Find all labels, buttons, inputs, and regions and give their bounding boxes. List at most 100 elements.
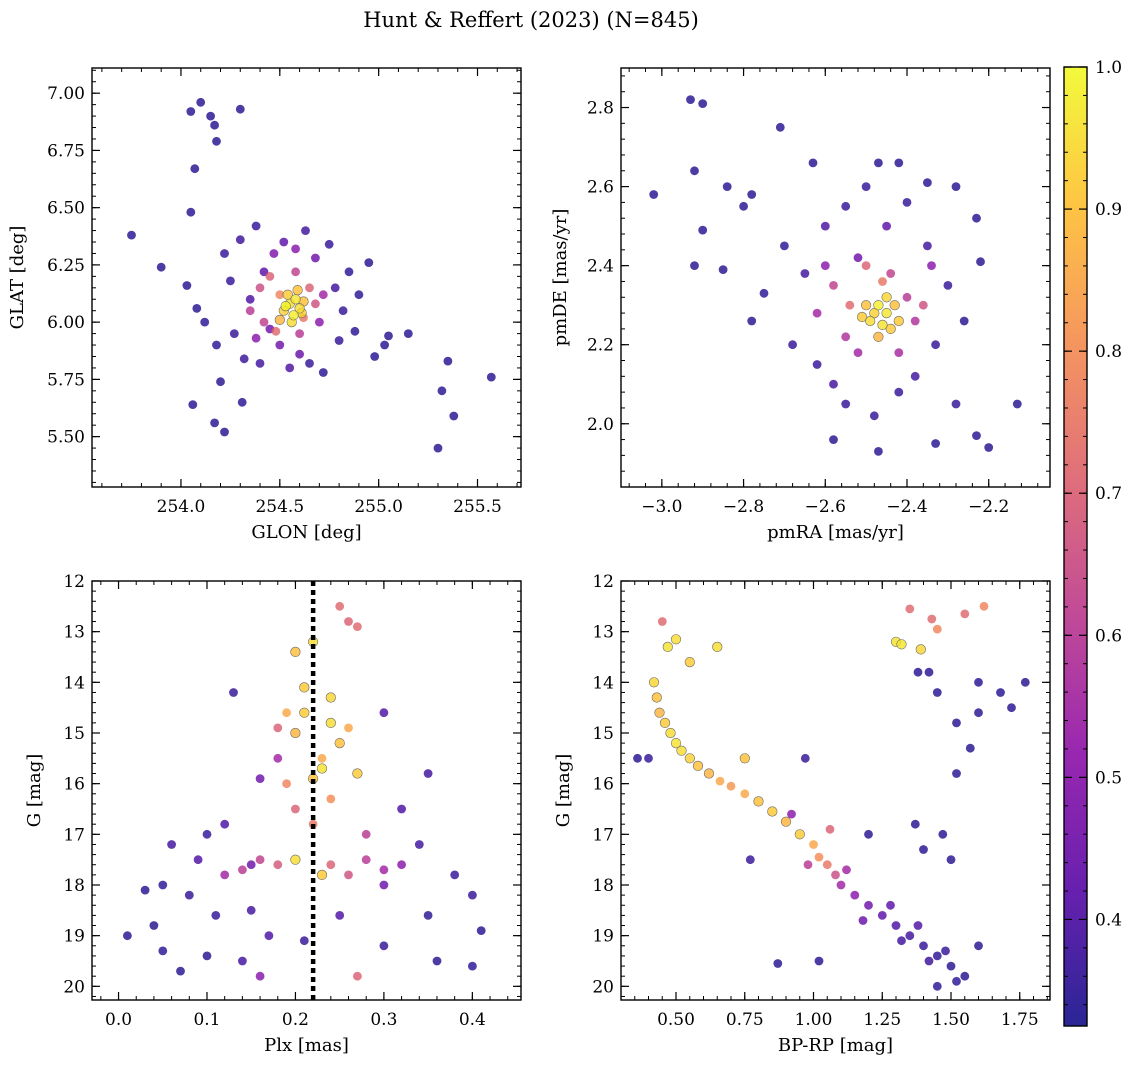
y-tick-label: 12: [63, 572, 85, 592]
data-point: [449, 411, 459, 421]
data-point: [946, 855, 956, 865]
data-point: [946, 961, 956, 971]
data-point: [220, 249, 229, 258]
data-point: [324, 239, 334, 249]
data-point: [305, 359, 314, 368]
data-point: [220, 427, 229, 437]
data-point: [654, 707, 665, 718]
data-point: [295, 329, 304, 338]
colorbar: 0.4 0.5 0.6 0.7 0.8 0.9 1.0: [1063, 58, 1122, 1027]
data-point: [882, 221, 891, 231]
y-tick-label: 14: [592, 673, 614, 693]
data-point: [952, 769, 961, 778]
proper-motion-panel: −3.0 −2.8 −2.6 −2.4 −2.2 2.0 2.2 2.4 2.6 2.8 pmRA …: [550, 67, 1051, 543]
data-point: [335, 911, 345, 920]
data-point: [384, 331, 393, 341]
y-tick-label: 15: [63, 724, 85, 744]
data-point: [315, 317, 324, 327]
data-point: [361, 855, 371, 865]
data-point: [216, 377, 225, 387]
colorbar-tick-label: 0.7: [1095, 484, 1122, 504]
data-point: [902, 198, 912, 207]
data-point: [808, 158, 818, 168]
data-point: [206, 111, 216, 121]
y-tick-label: 20: [63, 977, 85, 997]
data-point: [450, 870, 460, 880]
data-point: [864, 900, 873, 910]
data-point: [659, 717, 671, 729]
data-point: [433, 443, 443, 453]
data-point: [290, 854, 301, 865]
data-point: [874, 447, 883, 456]
data-point: [670, 737, 682, 749]
data-point: [979, 601, 989, 611]
data-point: [910, 819, 920, 829]
x-tick-label: 0.50: [657, 1010, 695, 1030]
x-tick-label: −2.2: [968, 497, 1009, 517]
data-point: [841, 399, 851, 409]
data-point: [156, 262, 166, 272]
data-point: [246, 905, 256, 915]
x-axis-label: pmRA [mas/yr]: [767, 522, 904, 543]
data-point: [370, 352, 380, 361]
data-point: [698, 225, 708, 235]
data-point: [932, 951, 942, 961]
data-point: [865, 315, 876, 327]
data-point: [379, 708, 389, 718]
data-point: [290, 727, 301, 739]
data-point: [291, 267, 300, 277]
data-point: [379, 880, 389, 890]
data-point: [747, 316, 757, 326]
data-point: [873, 331, 884, 342]
data-point: [952, 976, 961, 986]
data-point: [423, 911, 433, 920]
data-point: [202, 951, 212, 961]
data-point: [259, 317, 269, 327]
data-point: [889, 300, 900, 311]
data-point: [251, 333, 261, 343]
data-point: [468, 961, 477, 971]
color-magnitude-panel: 0.50 0.75 1.00 1.25 1.50 1.75 12 13 14 15 16 17 18 19…: [553, 572, 1051, 1056]
data-point: [960, 971, 970, 981]
data-point: [845, 300, 855, 310]
data-point: [123, 931, 132, 941]
data-point: [692, 760, 704, 772]
data-point: [275, 340, 285, 350]
y-tick-label: 12: [592, 572, 614, 592]
data-point: [334, 737, 345, 749]
data-point: [291, 804, 300, 814]
data-point: [1007, 703, 1016, 713]
data-point: [344, 870, 353, 880]
axes-frame: [91, 580, 522, 1001]
data-point: [292, 285, 303, 296]
x-tick-label: −2.8: [723, 497, 764, 517]
data-point: [246, 860, 256, 870]
y-tick-label: 19: [63, 927, 85, 947]
data-point: [886, 269, 896, 278]
data-point: [809, 840, 818, 849]
data-point: [690, 261, 699, 270]
x-tick-label: 1.00: [795, 1010, 833, 1030]
data-point: [649, 190, 659, 199]
data-point: [226, 276, 235, 286]
data-point: [803, 860, 813, 870]
data-point: [353, 971, 362, 981]
x-tick-label: 0.2: [282, 1010, 309, 1030]
data-point: [200, 317, 210, 327]
data-point: [686, 95, 695, 104]
data-point: [326, 860, 336, 870]
data-point: [361, 829, 371, 839]
y-tick-label: 18: [63, 876, 85, 896]
x-tick-label: −2.6: [805, 497, 846, 517]
data-point: [881, 308, 892, 319]
data-point: [881, 292, 892, 303]
y-tick-label: 19: [592, 927, 614, 947]
data-point: [841, 201, 851, 211]
data-point: [397, 860, 406, 870]
data-point: [715, 776, 725, 786]
data-point: [829, 435, 838, 444]
data-point: [657, 617, 667, 626]
y-tick-label: 6.50: [47, 199, 85, 219]
data-point: [800, 753, 810, 763]
data-point: [1012, 399, 1022, 409]
